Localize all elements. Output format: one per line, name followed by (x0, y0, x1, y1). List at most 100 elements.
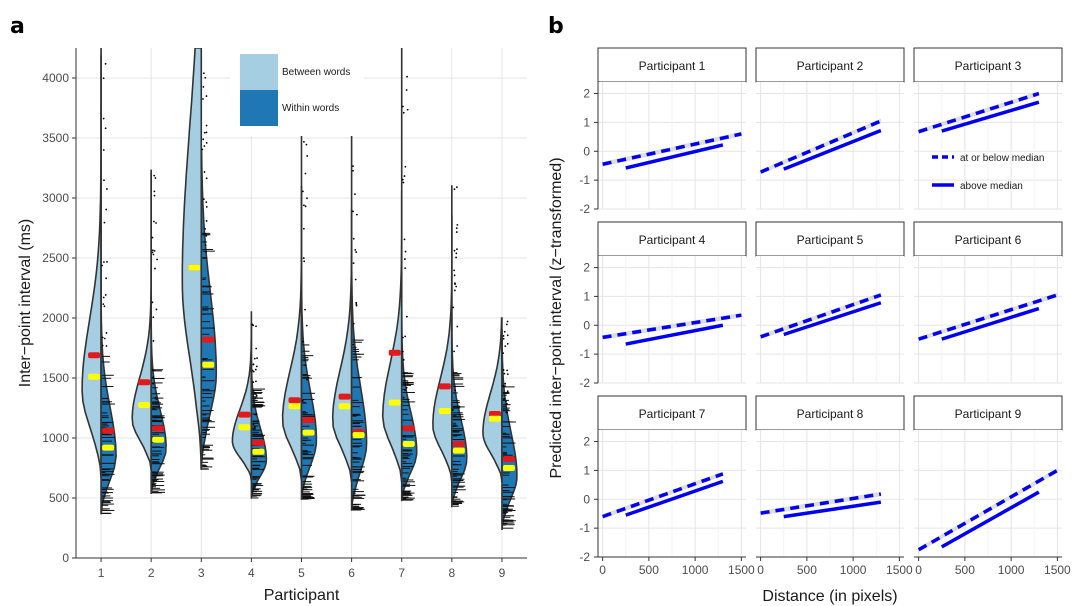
data-point (204, 244, 207, 247)
y-tick-label: -1 (579, 347, 590, 361)
line-above-median (625, 323, 724, 346)
data-point (355, 301, 358, 304)
violin-within-words (400, 191, 418, 502)
y-tick-label: 1500 (42, 371, 69, 385)
data-point (255, 347, 258, 350)
data-point (304, 172, 307, 175)
data-point (402, 358, 405, 361)
line-above-median (783, 128, 882, 171)
data-point (102, 303, 105, 306)
data-point (156, 258, 158, 261)
facet-strip (597, 221, 747, 257)
data-point (305, 143, 308, 146)
data-point (502, 335, 505, 337)
legend-label-between-words: Between words (282, 67, 350, 78)
y-tick-label: 4000 (42, 71, 69, 85)
data-point (152, 376, 154, 379)
data-point (355, 213, 358, 216)
x-tick-label: 7 (398, 566, 405, 580)
data-point (104, 62, 107, 65)
y-axis-label: Inter−point interval (ms) (17, 219, 34, 388)
x-tick-label: 1000 (998, 563, 1025, 577)
line-above-median (783, 301, 882, 337)
median-marker-within (302, 429, 315, 436)
data-point (302, 190, 304, 193)
facet-title: Participant 6 (955, 233, 1022, 247)
data-point (456, 325, 459, 328)
mean-marker-within (202, 336, 215, 343)
y-tick-label: -2 (579, 550, 590, 564)
data-point (456, 248, 458, 251)
mean-marker-within (402, 425, 415, 432)
facet-participant-1: Participant 1 -2 -1 0 1 2 (579, 47, 747, 216)
y-tick-label: 1 (583, 463, 590, 477)
median-marker-within (102, 444, 115, 451)
data-point (453, 249, 456, 252)
data-point (453, 282, 456, 285)
data-point (302, 141, 305, 143)
data-point (254, 413, 256, 416)
data-point (352, 169, 354, 172)
y-tick-label: -1 (579, 521, 590, 535)
median-marker-within (152, 436, 165, 443)
violin-between-words (181, 48, 203, 469)
median-marker-between (388, 399, 401, 406)
mean-marker-within (452, 441, 465, 447)
data-point (254, 392, 257, 395)
data-point (152, 316, 155, 319)
data-point (453, 350, 456, 353)
y-tick-label: 500 (49, 491, 69, 505)
line-above-median (625, 479, 724, 517)
y-tick-label: 0 (62, 551, 69, 565)
violin-within-words (501, 329, 518, 530)
data-point (456, 345, 459, 347)
data-point (153, 220, 155, 223)
data-point (205, 206, 208, 208)
data-point (455, 227, 458, 230)
median-marker-within (502, 465, 515, 471)
y-axis-label: Predicted inter−point interval (z−transf… (548, 157, 565, 478)
x-tick-label: 1500 (728, 563, 755, 577)
data-point (454, 385, 457, 388)
data-point (503, 372, 506, 375)
x-tick-label: 1000 (682, 563, 709, 577)
y-tick-label: 0 (583, 492, 590, 506)
facet-strip (755, 47, 905, 83)
facet-title: Participant 1 (639, 59, 706, 73)
facet-participant-2: Participant 2 (755, 47, 905, 210)
facet-strip (913, 47, 1063, 83)
line-above-median (941, 100, 1040, 133)
data-point (202, 98, 204, 100)
facet-title: Participant 9 (955, 407, 1022, 421)
data-point (253, 357, 256, 360)
data-point (406, 108, 409, 111)
x-tick-label: 5 (298, 566, 305, 580)
data-point (301, 340, 304, 343)
data-point (302, 204, 305, 207)
mean-marker-between (88, 352, 101, 359)
data-point (404, 258, 406, 260)
data-point (254, 368, 257, 371)
facet-participant-9: Participant 9 0 500 1000 1500 (913, 395, 1071, 577)
data-point (404, 165, 407, 168)
data-point (152, 340, 155, 342)
data-point (504, 382, 507, 385)
data-point (203, 145, 206, 147)
facet-title: Participant 3 (955, 59, 1022, 73)
data-point (455, 252, 458, 255)
legend-label-at-or-below: at or below median (960, 153, 1045, 164)
data-point (505, 411, 508, 414)
data-point (304, 364, 307, 367)
data-point (405, 386, 408, 389)
median-marker-between (238, 424, 251, 431)
median-marker-within (352, 432, 365, 438)
data-point (506, 390, 509, 393)
mean-marker-within (152, 425, 165, 432)
data-point (506, 320, 509, 323)
x-tick-label: 4 (248, 566, 255, 580)
median-marker-between (138, 402, 151, 408)
data-point (502, 337, 505, 340)
data-point (105, 277, 108, 280)
data-point (103, 221, 106, 224)
line-at-or-below-median (602, 472, 724, 519)
